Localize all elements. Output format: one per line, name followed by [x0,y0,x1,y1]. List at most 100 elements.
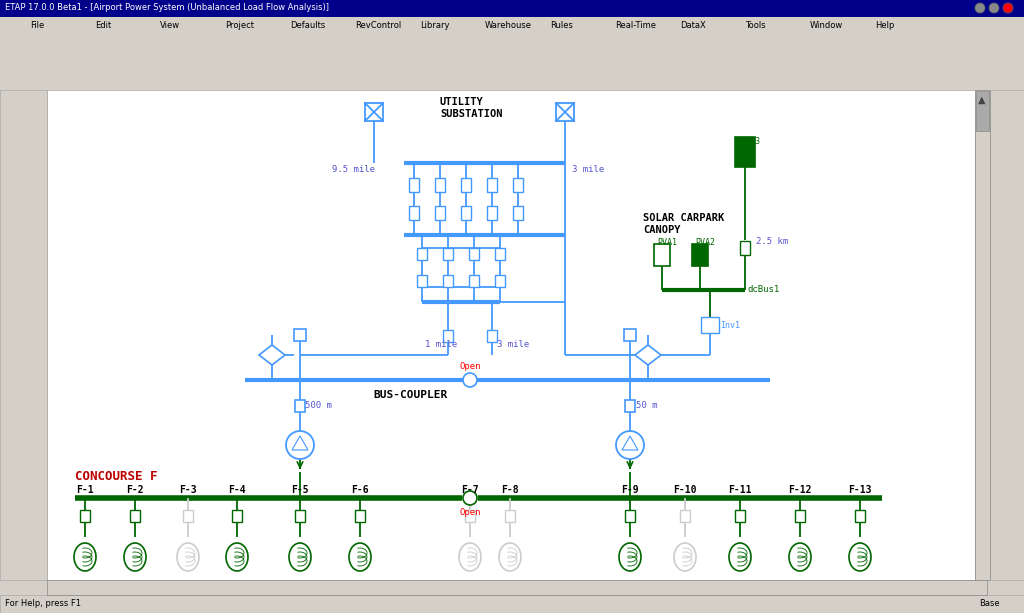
Bar [0,54,1024,74]
Bar [443,248,453,260]
Bar [461,206,471,220]
Bar [680,510,690,522]
Polygon shape [292,436,308,450]
Text: Real-Time: Real-Time [615,20,656,29]
Bar [47,90,975,580]
Text: F-12: F-12 [788,485,812,495]
Text: F-6: F-6 [351,485,369,495]
Bar [417,275,427,287]
Bar [692,244,708,266]
Text: F-13: F-13 [848,485,871,495]
Ellipse shape [349,543,371,571]
Bar [409,178,419,192]
Bar [740,241,750,255]
Ellipse shape [226,543,248,571]
Bar [461,178,471,192]
Bar [294,329,306,341]
Ellipse shape [499,543,521,571]
Text: Project: Project [225,20,254,29]
Text: 1 mile: 1 mile [425,340,458,349]
Bar [855,510,865,522]
Bar [513,206,523,220]
Circle shape [1002,3,1013,13]
Bar [443,275,453,287]
Ellipse shape [729,543,751,571]
Bar [513,178,523,192]
Text: Tools: Tools [745,20,766,29]
Bar [990,90,1024,580]
Bar [295,400,305,412]
Bar [80,510,90,522]
Bar [701,317,719,333]
Bar [435,178,445,192]
Text: 3 mile: 3 mile [497,340,529,349]
Bar [0,34,1024,54]
Bar [487,178,497,192]
Bar [435,206,445,220]
Circle shape [975,3,985,13]
Text: PVA2: PVA2 [695,238,715,247]
Text: RevControl: RevControl [355,20,401,29]
Bar [487,330,497,342]
Bar [735,510,745,522]
Bar [0,17,1024,34]
Bar [469,275,479,287]
Text: 3 mile: 3 mile [572,165,604,174]
Text: 50 m: 50 m [636,400,657,409]
Bar [625,510,635,522]
Ellipse shape [459,543,481,571]
Bar [469,248,479,260]
Text: PVA3: PVA3 [740,137,760,146]
Text: 2.5 km: 2.5 km [756,237,788,246]
Text: 9.5 mile: 9.5 mile [332,165,375,174]
Text: F-11: F-11 [728,485,752,495]
Text: F-10: F-10 [673,485,696,495]
Circle shape [616,431,644,459]
Bar [0,74,1024,90]
Bar [0,90,47,580]
Bar [976,91,989,131]
Text: F-5: F-5 [291,485,309,495]
Bar [487,206,497,220]
Text: For Help, press F1: For Help, press F1 [5,598,81,607]
Ellipse shape [618,543,641,571]
Ellipse shape [849,543,871,571]
Bar [505,510,515,522]
Text: File: File [30,20,44,29]
Polygon shape [622,436,638,450]
Text: Window: Window [810,20,843,29]
Text: Inv1: Inv1 [720,321,740,330]
Bar [625,400,635,412]
Bar [232,510,242,522]
Bar [443,330,453,342]
Text: Open: Open [459,362,480,371]
Text: PVA1: PVA1 [657,238,677,247]
Text: Base: Base [979,598,1000,607]
Text: CONCOURSE F: CONCOURSE F [75,470,158,483]
Text: Library: Library [420,20,450,29]
Bar [183,510,193,522]
Circle shape [989,3,999,13]
Text: BUS-COUPLER: BUS-COUPLER [373,390,447,400]
Polygon shape [259,345,285,365]
Bar [654,244,670,266]
Ellipse shape [177,543,199,571]
Bar [130,510,140,522]
Text: dcBus1: dcBus1 [748,286,780,294]
Circle shape [286,431,314,459]
Text: F-1: F-1 [76,485,94,495]
Bar [495,275,505,287]
Text: SOLAR CARPARK
CANOPY: SOLAR CARPARK CANOPY [643,213,724,235]
Text: F-4: F-4 [228,485,246,495]
Text: Help: Help [874,20,894,29]
Text: View: View [160,20,180,29]
Bar [495,248,505,260]
Text: Rules: Rules [550,20,572,29]
Bar [975,90,990,580]
Bar [0,0,1024,17]
Bar [47,580,987,595]
Bar [465,510,475,522]
Text: UTILITY
SUBSTATION: UTILITY SUBSTATION [440,97,503,118]
Ellipse shape [289,543,311,571]
Bar [735,137,755,167]
